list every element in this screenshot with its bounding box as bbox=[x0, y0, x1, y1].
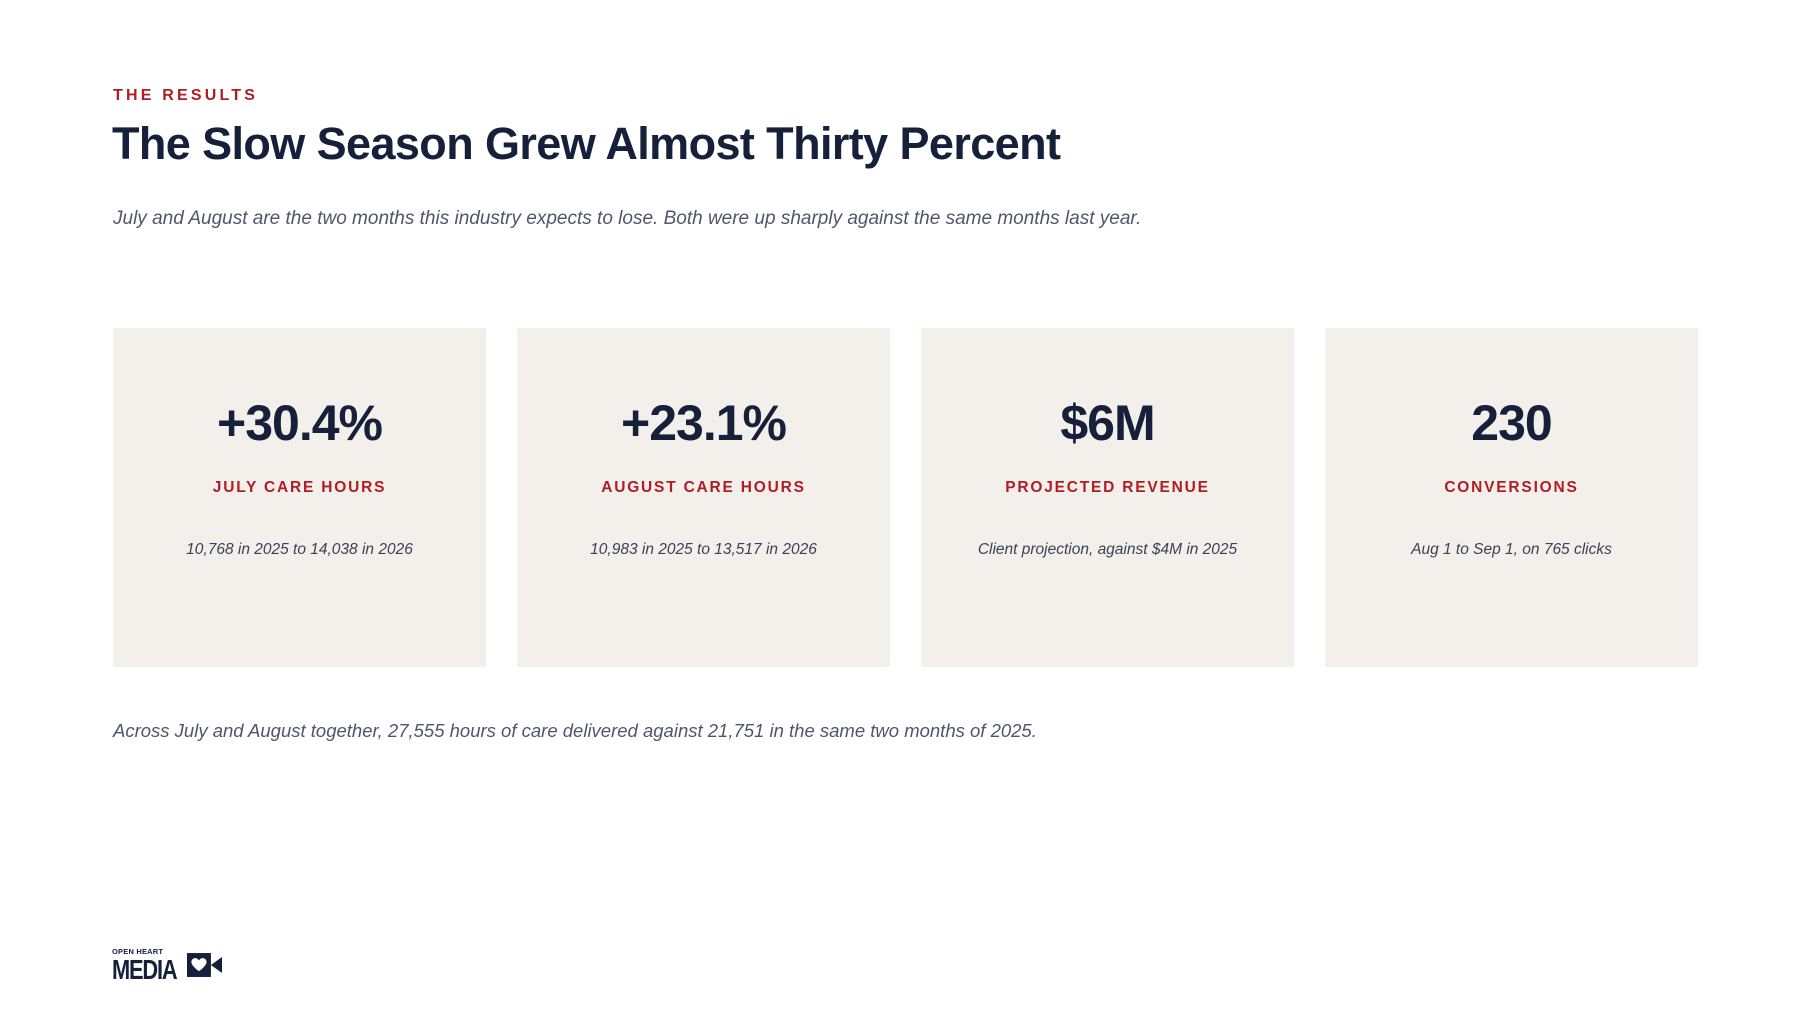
stat-label: JULY CARE HOURS bbox=[212, 479, 387, 496]
logo-wordmark: OPEN HEART MEDIA bbox=[112, 946, 183, 985]
stat-value: 230 bbox=[1471, 395, 1552, 451]
logo-small-text: OPEN HEART bbox=[112, 946, 164, 956]
stat-label: CONVERSIONS bbox=[1444, 479, 1579, 496]
stat-card-august: +23.1% AUGUST CARE HOURS 10,983 in 2025 … bbox=[517, 328, 890, 667]
stat-note: 10,983 in 2025 to 13,517 in 2026 bbox=[590, 541, 817, 558]
section-eyebrow: THE RESULTS bbox=[113, 87, 259, 104]
brand-logo: OPEN HEART MEDIA bbox=[112, 942, 222, 984]
stat-value: $6M bbox=[1060, 395, 1155, 451]
stat-card-july: +30.4% JULY CARE HOURS 10,768 in 2025 to… bbox=[113, 328, 486, 667]
footnote: Across July and August together, 27,555 … bbox=[113, 720, 1037, 741]
stat-label: AUGUST CARE HOURS bbox=[601, 479, 806, 496]
page-title: The Slow Season Grew Almost Thirty Perce… bbox=[112, 118, 1061, 169]
stat-card-conversions: 230 CONVERSIONS Aug 1 to Sep 1, on 765 c… bbox=[1325, 328, 1698, 667]
stat-value: +23.1% bbox=[621, 395, 787, 451]
heart-camera-icon bbox=[186, 953, 222, 977]
stat-note: 10,768 in 2025 to 14,038 in 2026 bbox=[186, 541, 413, 558]
page-subtitle: July and August are the two months this … bbox=[113, 208, 1142, 229]
stat-card-revenue: $6M PROJECTED REVENUE Client projection,… bbox=[921, 328, 1294, 667]
stat-note: Client projection, against $4M in 2025 bbox=[977, 541, 1238, 558]
stat-value: +30.4% bbox=[217, 395, 383, 451]
stat-note: Aug 1 to Sep 1, on 765 clicks bbox=[1411, 541, 1612, 558]
stat-cards: +30.4% JULY CARE HOURS 10,768 in 2025 to… bbox=[113, 328, 1698, 667]
stat-label: PROJECTED REVENUE bbox=[1005, 479, 1210, 496]
logo-big-text: MEDIA bbox=[112, 954, 178, 985]
